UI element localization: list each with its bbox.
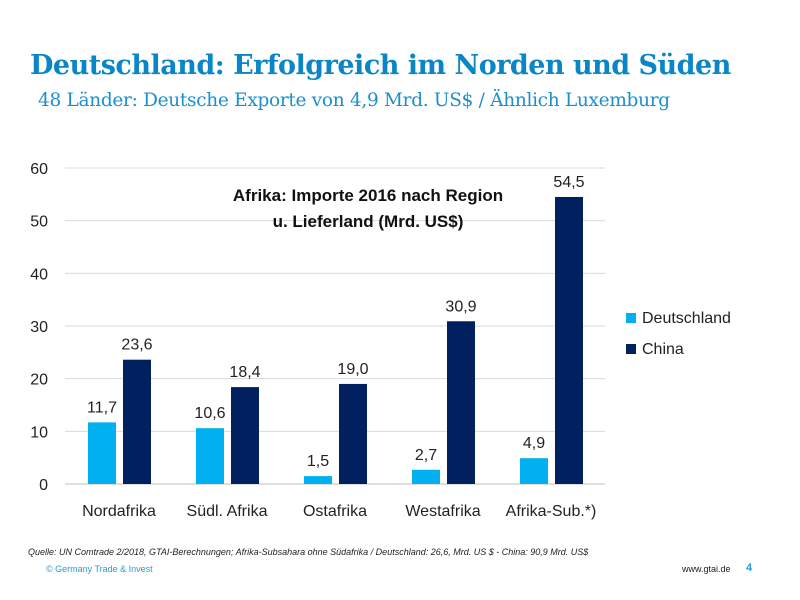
data-label: 19,0	[337, 361, 368, 378]
y-tick-label: 0	[39, 477, 48, 494]
y-tick-label: 50	[30, 214, 48, 231]
chart-title: u. Lieferland (Mrd. US$)	[273, 212, 464, 231]
bar-china	[231, 387, 259, 484]
x-tick-label: Südl. Afrika	[187, 503, 268, 520]
x-tick-label: Nordafrika	[82, 503, 156, 520]
data-label: 18,4	[229, 364, 260, 381]
source-note: Quelle: UN Comtrade 2/2018, GTAI-Berechn…	[28, 547, 589, 557]
legend-label: China	[642, 341, 684, 358]
data-label: 11,7	[87, 399, 117, 416]
bar-deutschland	[196, 428, 224, 484]
bar-china	[555, 196, 583, 484]
data-label: 10,6	[194, 405, 225, 422]
bar-deutschland	[412, 469, 440, 484]
legend-swatch-china	[626, 344, 636, 354]
page-number: 4	[746, 562, 753, 574]
website-link[interactable]: www.gtai.de	[682, 564, 731, 574]
legend-swatch-deutschland	[626, 313, 636, 323]
y-tick-label: 40	[30, 266, 48, 283]
bar-china	[339, 383, 367, 484]
data-label: 4,9	[523, 435, 545, 452]
bar-deutschland	[520, 458, 548, 484]
page-title: Deutschland: Erfolgreich im Norden und S…	[30, 50, 731, 81]
bar-china	[447, 321, 475, 484]
x-tick-label: Westafrika	[405, 503, 480, 520]
y-tick-label: 30	[30, 319, 48, 336]
bar-deutschland	[304, 476, 332, 484]
data-label: 23,6	[121, 337, 152, 354]
page-subtitle: 48 Länder: Deutsche Exporte von 4,9 Mrd.…	[38, 90, 670, 111]
x-tick-label: Afrika-Sub.*)	[506, 503, 597, 520]
legend-label: Deutschland	[642, 310, 731, 327]
bar-deutschland	[88, 422, 116, 484]
x-tick-label: Ostafrika	[303, 503, 367, 520]
bar-china	[123, 359, 151, 484]
copyright: © Germany Trade & Invest	[46, 564, 153, 574]
chart-title: Afrika: Importe 2016 nach Region	[233, 186, 503, 205]
y-tick-label: 60	[30, 161, 48, 178]
y-tick-label: 20	[30, 372, 48, 389]
data-label: 30,9	[445, 298, 476, 315]
data-label: 1,5	[307, 453, 329, 470]
data-label: 2,7	[415, 447, 437, 464]
y-tick-label: 10	[30, 424, 48, 441]
data-label: 54,5	[553, 174, 584, 191]
